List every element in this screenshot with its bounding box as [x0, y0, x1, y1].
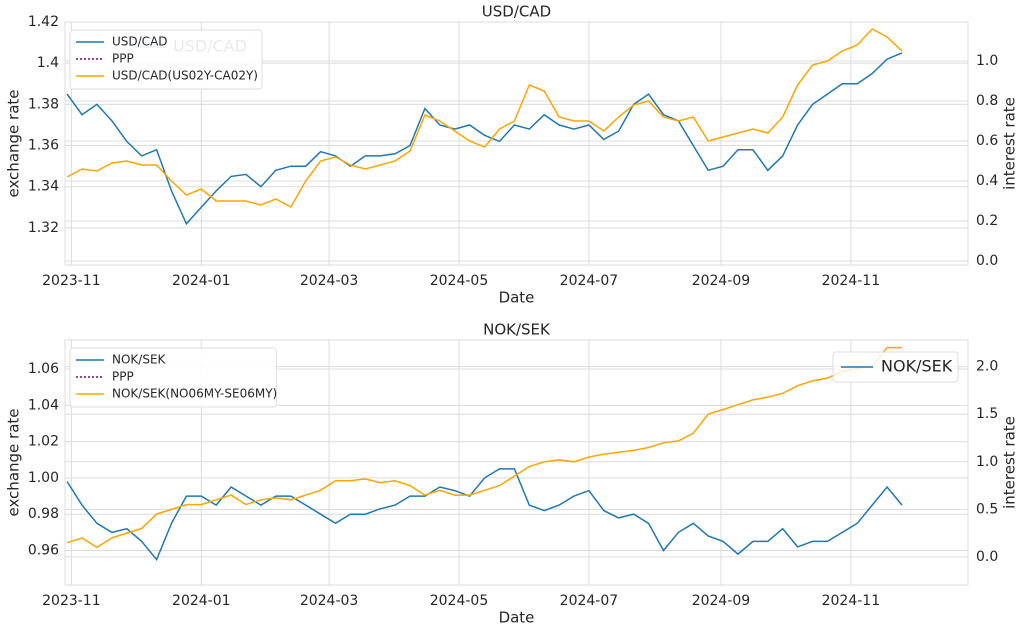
x-tick-label: 2023-11 — [42, 593, 101, 609]
second-legend-box — [832, 351, 959, 383]
series-line — [66, 28, 903, 209]
y-axis-label: exchange rate — [5, 408, 23, 516]
x-axis-label: Date — [499, 609, 535, 627]
x-tick-label: 2024-07 — [560, 593, 619, 609]
y2-tick-label: 0.5 — [976, 501, 998, 517]
x-tick-label: 2024-09 — [692, 273, 751, 289]
y2-tick-label: 1.0 — [976, 454, 998, 470]
y2-tick-label: 0.0 — [976, 253, 998, 269]
chart-title: NOK/SEK — [483, 321, 551, 339]
chart-title: USD/CAD — [482, 3, 551, 21]
y-tick-label: 1.36 — [28, 138, 59, 154]
y-tick-label: 1.32 — [28, 220, 59, 236]
y-tick-label: 0.96 — [28, 543, 59, 559]
y2-axis-label: interest rate — [1001, 416, 1019, 509]
plot-frame — [64, 339, 969, 586]
y-tick-label: 1.02 — [28, 434, 59, 450]
x-tick-label: 2024-11 — [822, 593, 881, 609]
y2-tick-label: 0.0 — [976, 549, 998, 565]
x-tick-label: 2024-03 — [300, 593, 359, 609]
y2-axis-label: interest rate — [1001, 97, 1019, 190]
legend-label: PPP — [112, 370, 134, 384]
x-tick-label: 2024-11 — [822, 273, 881, 289]
y2-tick-label: 0.6 — [976, 133, 998, 149]
legend-box — [69, 347, 277, 408]
y2-tick-label: 0.2 — [976, 213, 998, 229]
legend-label: USD/CAD(US02Y-CA02Y) — [112, 69, 258, 83]
x-tick-label: 2024-07 — [560, 273, 619, 289]
legend-box — [69, 29, 263, 90]
y-tick-label: 1.34 — [28, 179, 59, 195]
y2-tick-label: 1.5 — [976, 406, 998, 422]
series-line — [66, 52, 903, 226]
y-tick-label: 1.38 — [28, 96, 59, 112]
y-tick-label: 1.4 — [37, 55, 59, 71]
y2-tick-label: 0.8 — [976, 93, 998, 109]
plot-frame — [64, 21, 969, 266]
y-tick-label: 1.06 — [28, 361, 59, 377]
x-tick-label: 2024-01 — [172, 273, 231, 289]
x-axis-label: Date — [499, 289, 535, 307]
series-line — [66, 468, 903, 562]
y2-tick-label: 0.4 — [976, 173, 998, 189]
legend-label: NOK/SEK — [112, 353, 167, 367]
legend-label: NOK/SEK(NO06MY-SE06MY) — [112, 387, 277, 401]
x-tick-label: 2023-11 — [42, 273, 101, 289]
y-tick-label: 1.04 — [28, 397, 59, 413]
second-legend-label: NOK/SEK — [881, 357, 953, 376]
legend-label: USD/CAD — [112, 35, 168, 49]
y2-tick-label: 2.0 — [976, 359, 998, 375]
y-tick-label: 1.00 — [28, 470, 59, 486]
series-line — [66, 346, 902, 549]
y-tick-label: 1.42 — [28, 14, 59, 30]
y-axis-label: exchange rate — [5, 89, 23, 197]
x-tick-label: 2024-05 — [430, 273, 489, 289]
x-tick-label: 2024-05 — [430, 593, 489, 609]
x-tick-label: 2024-03 — [300, 273, 359, 289]
y-tick-label: 0.98 — [28, 506, 59, 522]
y2-tick-label: 1.0 — [976, 53, 998, 69]
legend-label: PPP — [112, 52, 134, 66]
x-tick-label: 2024-09 — [692, 593, 751, 609]
x-tick-label: 2024-01 — [172, 593, 231, 609]
